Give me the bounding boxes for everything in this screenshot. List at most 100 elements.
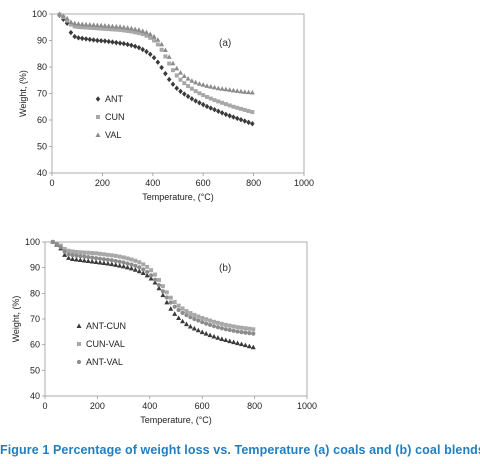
data-point [84, 25, 89, 30]
data-point [136, 31, 141, 36]
data-point [121, 40, 127, 47]
data-point [250, 110, 255, 115]
data-point [189, 78, 195, 83]
data-point [242, 89, 248, 94]
data-point [223, 322, 228, 327]
data-point [140, 270, 146, 276]
x-tick-label: 800 [247, 401, 262, 411]
data-point [227, 87, 233, 92]
data-point [91, 26, 96, 31]
legend-label: ANT-CUN [86, 321, 126, 331]
data-point [105, 252, 110, 257]
data-point [121, 28, 126, 33]
data-point [200, 101, 206, 108]
x-tick-label: 400 [142, 401, 157, 411]
data-point [66, 252, 71, 257]
data-point [155, 37, 161, 42]
data-point [230, 87, 236, 93]
data-point [136, 27, 142, 32]
data-point [57, 11, 63, 16]
data-point [85, 258, 91, 263]
data-point [65, 18, 70, 23]
panel-label: (b) [219, 263, 231, 274]
data-point [219, 326, 224, 331]
data-point [182, 81, 187, 86]
data-point [223, 327, 228, 332]
data-point [121, 24, 127, 30]
data-point [148, 275, 154, 281]
series-val [57, 11, 255, 95]
data-point [160, 292, 166, 298]
data-point [121, 255, 126, 260]
legend-marker [95, 96, 101, 102]
data-point [97, 256, 103, 261]
data-point [216, 108, 221, 114]
data-point [227, 323, 232, 328]
data-point [86, 250, 91, 255]
y-tick-label: 40 [30, 391, 40, 401]
data-point [181, 73, 187, 79]
data-point [178, 77, 183, 82]
data-point [149, 268, 154, 273]
data-point [215, 325, 221, 330]
data-point [74, 253, 79, 258]
data-point [73, 256, 79, 262]
panel-label: (a) [219, 38, 231, 49]
data-point [129, 262, 134, 267]
data-point [251, 331, 256, 336]
data-point [113, 39, 119, 46]
x-tick-label: 1000 [294, 178, 314, 188]
data-point [121, 263, 127, 269]
data-point [239, 341, 244, 347]
data-point [105, 260, 111, 266]
data-point [159, 64, 164, 71]
data-point [151, 33, 157, 39]
data-point [113, 258, 118, 264]
data-point [239, 325, 244, 330]
data-point [168, 295, 173, 300]
data-point [141, 267, 146, 272]
data-point [82, 254, 87, 259]
data-point [188, 315, 193, 320]
data-point [91, 22, 97, 27]
data-point [180, 310, 185, 315]
legend-label: ANT-VAL [86, 357, 123, 367]
x-tick-label: 400 [145, 178, 160, 188]
data-point [133, 30, 138, 35]
data-point [101, 257, 107, 262]
data-point [159, 47, 164, 52]
data-point [117, 24, 123, 29]
data-point [246, 89, 252, 95]
data-point [182, 91, 187, 97]
legend-label: CUN [105, 112, 125, 122]
data-point [176, 307, 181, 313]
data-point [247, 331, 252, 336]
data-point [178, 88, 183, 95]
data-point [159, 41, 165, 47]
data-point [227, 338, 233, 344]
data-point [183, 321, 189, 327]
data-point [164, 295, 169, 300]
data-point [70, 256, 76, 261]
y-tick-label: 70 [30, 314, 40, 324]
data-point [204, 321, 209, 326]
legend-marker [95, 132, 101, 137]
data-point [106, 23, 112, 28]
data-point [219, 110, 225, 116]
data-point [189, 86, 194, 91]
data-point [197, 100, 202, 106]
data-point [163, 54, 168, 59]
data-point [125, 28, 130, 33]
data-point [180, 306, 185, 311]
data-point [219, 321, 224, 326]
data-point [93, 256, 99, 261]
data-point [152, 277, 158, 282]
data-point [62, 252, 68, 257]
data-point [204, 103, 210, 110]
data-point [242, 118, 248, 124]
x-tick-label: 200 [95, 178, 110, 188]
data-point [62, 249, 67, 254]
data-point [216, 99, 221, 104]
data-point [74, 250, 79, 255]
